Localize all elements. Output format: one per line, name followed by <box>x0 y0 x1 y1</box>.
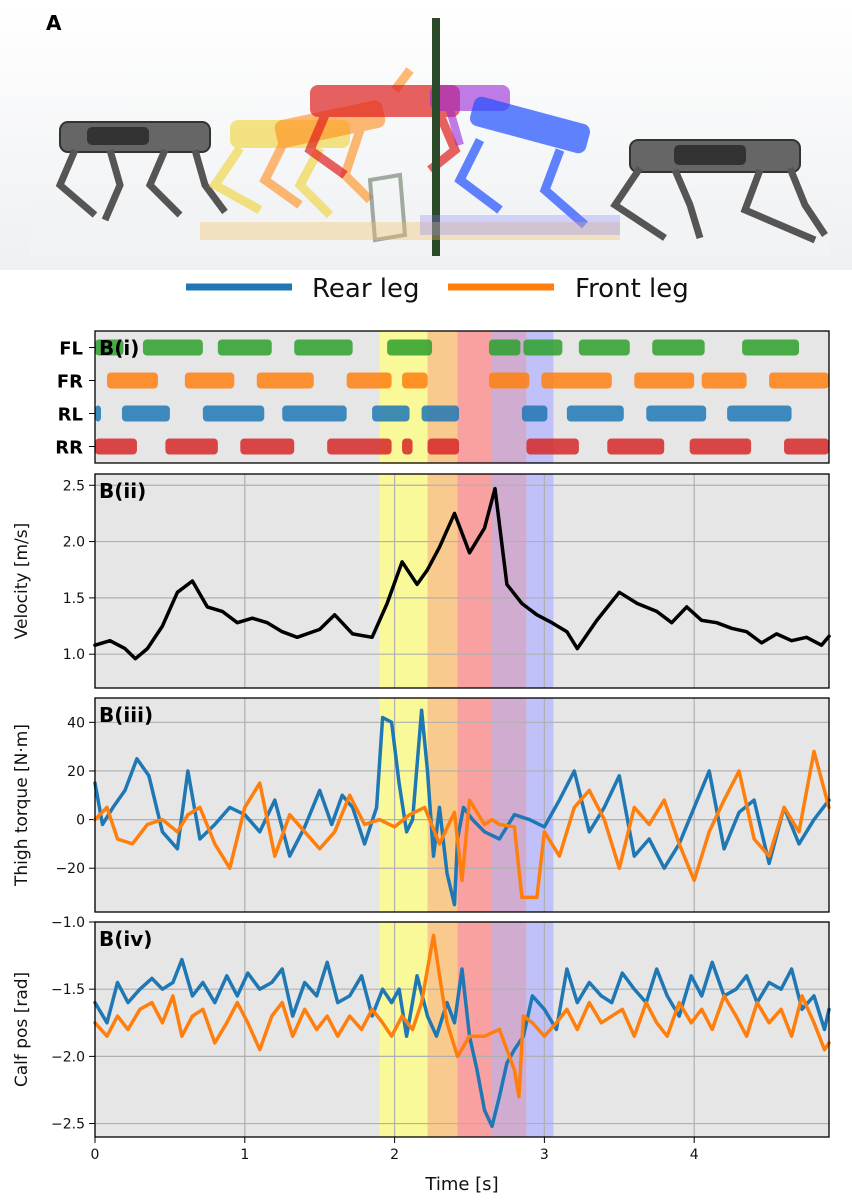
stance-bar-rl <box>372 405 410 422</box>
stance-bar-rr <box>402 438 413 455</box>
stance-bar-rl <box>646 405 707 422</box>
series-line-front-leg <box>93 749 831 900</box>
panel-3: −20 0 20 40 Thigh torque [N·m] B(iii) <box>12 697 831 913</box>
stance-bar-fl <box>742 339 800 356</box>
panel-label: B(ii) <box>99 479 146 503</box>
plot-frame <box>94 330 830 464</box>
leg-label-rr: RR <box>55 438 83 459</box>
legend-label-front: Front leg <box>575 274 689 304</box>
stance-bar-rl <box>521 405 548 422</box>
y-tick-label: 2.0 <box>63 535 85 551</box>
stance-bar-rl <box>282 405 347 422</box>
leg-label-fr: FR <box>57 372 83 393</box>
stance-bar-fr <box>541 372 612 389</box>
stance-bar-fl <box>217 339 272 356</box>
stance-bar-fl <box>578 339 630 356</box>
stance-bar-fl <box>294 339 353 356</box>
figure-panels-b: FL FR RL RR B(i) 1.0 1.5 2.0 2.5 Velocity [m/s] B(… <box>12 330 831 1195</box>
stance-bar-rr <box>95 438 137 455</box>
x-tick-label: 1 <box>240 1147 249 1163</box>
obstacle-frame-icon <box>367 172 408 243</box>
robot-right-icon <box>610 139 828 244</box>
x-tick-label: 3 <box>540 1147 549 1163</box>
x-axis-label: Time [s] <box>424 1174 498 1195</box>
stance-bar-fr <box>488 372 530 389</box>
panel-1: FL FR RL RR B(i) <box>55 330 830 464</box>
y-tick-label: 0 <box>76 813 85 829</box>
stance-bar-fl <box>488 339 521 356</box>
y-tick-label: −1.0 <box>51 915 85 931</box>
y-axis-label: Thigh torque [N·m] <box>12 724 32 887</box>
robot-left-icon <box>55 121 228 222</box>
obstacle-pole-icon <box>432 18 440 256</box>
y-tick-label: 1.0 <box>63 647 85 663</box>
legend-label-rear: Rear leg <box>312 274 420 304</box>
panel-4: −2.5 −2.0 −1.5 −1.0 Calf pos [rad] B(iv) <box>12 915 831 1138</box>
stance-bar-fr <box>346 372 392 389</box>
stance-bar-fl <box>142 339 203 356</box>
phase-band-3 <box>457 922 492 1137</box>
stance-bar-fr <box>184 372 235 389</box>
stance-bar-fl <box>387 339 433 356</box>
stance-bar-rr <box>689 438 752 455</box>
y-tick-label: 20 <box>67 764 85 780</box>
stance-bar-rl <box>95 405 101 422</box>
stance-bar-fl <box>95 339 124 356</box>
stance-bar-fr <box>701 372 747 389</box>
stance-bar-rl <box>121 405 170 422</box>
y-tick-label: −2.5 <box>51 1117 85 1133</box>
stance-bar-fr <box>402 372 428 389</box>
y-tick-label: 1.5 <box>63 591 85 607</box>
stance-bar-rr <box>240 438 295 455</box>
plot-frame <box>94 697 830 913</box>
stance-bar-rl <box>727 405 792 422</box>
y-axis-label: Velocity [m/s] <box>12 523 32 640</box>
stance-bar-fr <box>256 372 314 389</box>
y-axis-label: Calf pos [rad] <box>12 972 32 1087</box>
series-line-front-leg <box>93 933 831 1099</box>
plot-frame <box>94 921 830 1138</box>
stance-bar-rr <box>165 438 218 455</box>
stance-bar-rr <box>427 438 460 455</box>
plot-frame <box>94 473 830 689</box>
series-line-rear-leg <box>93 957 831 1129</box>
stance-bar-rr <box>526 438 579 455</box>
legend: Rear leg Front leg <box>186 274 689 304</box>
stance-bar-rl <box>566 405 624 422</box>
panel-label: B(iii) <box>99 703 153 727</box>
robot-ghost-blue-icon <box>454 96 591 229</box>
robot-snapshot-image: A <box>0 0 852 270</box>
leg-label-fl: FL <box>59 339 83 360</box>
leg-label-rl: RL <box>58 405 83 426</box>
y-tick-label: −2.0 <box>51 1049 85 1065</box>
phase-band-3 <box>457 331 492 463</box>
panel-2: 1.0 1.5 2.0 2.5 Velocity [m/s] B(ii) <box>12 473 831 689</box>
stance-bar-fl <box>652 339 705 356</box>
panel-label: B(iv) <box>99 927 152 951</box>
x-tick-label: 4 <box>690 1147 699 1163</box>
panel-a-label: A <box>46 11 62 35</box>
stance-bar-rr <box>327 438 392 455</box>
y-tick-label: −20 <box>55 861 85 877</box>
stance-bar-fr <box>634 372 695 389</box>
stance-bar-rl <box>421 405 460 422</box>
stance-bar-fl <box>523 339 563 356</box>
stance-bar-fr <box>106 372 158 389</box>
stance-bar-fr <box>769 372 829 389</box>
x-tick-label: 0 <box>91 1147 100 1163</box>
phase-band-5 <box>526 474 554 688</box>
stance-bar-rr <box>607 438 665 455</box>
y-tick-label: 2.5 <box>63 478 85 494</box>
phase-band-2 <box>427 474 458 688</box>
x-tick-label: 2 <box>390 1147 399 1163</box>
y-tick-label: −1.5 <box>51 982 85 998</box>
stance-bar-rl <box>202 405 265 422</box>
stance-bar-rr <box>784 438 829 455</box>
phase-band-2 <box>427 698 458 912</box>
panel-label: B(i) <box>99 336 139 360</box>
series-line-velocity <box>93 486 831 661</box>
phase-band-3 <box>457 474 492 688</box>
y-tick-label: 40 <box>67 715 85 731</box>
